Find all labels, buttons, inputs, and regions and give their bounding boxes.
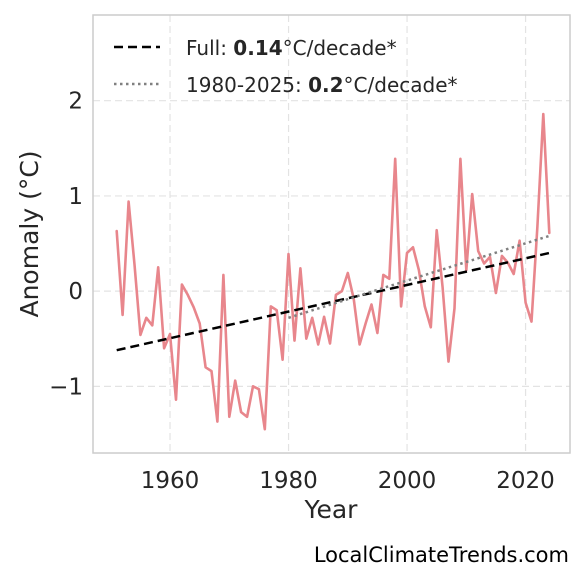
anomaly-series-line xyxy=(115,112,551,431)
x-tick-label: 2000 xyxy=(378,468,437,494)
legend-full-suffix: °C/decade* xyxy=(283,36,397,60)
x-tick-label: 1980 xyxy=(259,468,318,494)
legend-label-full: Full: 0.14°C/decade* xyxy=(186,36,397,60)
legend-full-rate: 0.14 xyxy=(233,36,282,60)
series-group xyxy=(115,112,551,431)
legend-label-recent: 1980-2025: 0.2°C/decade* xyxy=(186,73,458,97)
legend-recent-suffix: °C/decade* xyxy=(344,73,458,97)
legend: Full: 0.14°C/decade* 1980-2025: 0.2°C/de… xyxy=(114,36,458,97)
y-tick-label: −1 xyxy=(49,374,83,400)
plot-frame xyxy=(92,14,571,454)
x-tick-labels: 1960 1980 2000 2020 xyxy=(141,468,555,494)
y-tick-labels: −1 0 1 2 xyxy=(49,89,83,401)
watermark: LocalClimateTrends.com xyxy=(314,543,569,567)
y-axis-label: Anomaly (°C) xyxy=(15,150,44,317)
x-axis-label: Year xyxy=(304,495,359,524)
legend-recent-rate: 0.2 xyxy=(308,73,343,97)
y-tick-label: 1 xyxy=(68,184,83,210)
y-tick-label: 2 xyxy=(68,89,83,115)
grid xyxy=(93,15,570,453)
x-tick-label: 2020 xyxy=(496,468,555,494)
legend-full-prefix: Full: xyxy=(186,36,233,60)
full-trend-line xyxy=(116,251,550,352)
legend-recent-prefix: 1980-2025: xyxy=(186,73,308,97)
y-tick-label: 0 xyxy=(68,279,83,305)
x-tick-label: 1960 xyxy=(141,468,200,494)
